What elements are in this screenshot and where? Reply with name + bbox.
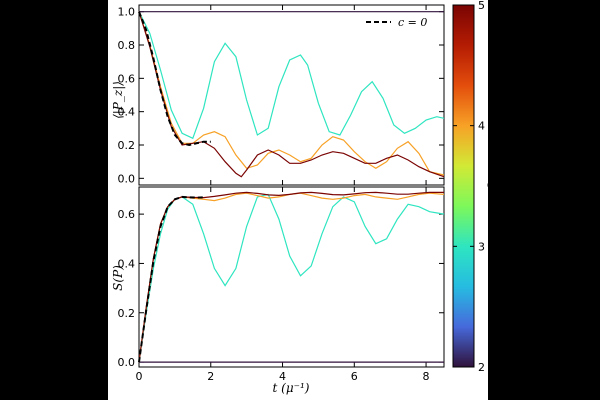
top-panel: 0.0 0.2 0.4 0.6 0.8 1.0 ⟨|P_z|⟩ c = 0	[111, 4, 445, 186]
bottom-series-c0-dashed	[138, 195, 204, 363]
colorbar-tick-label: 2	[478, 361, 485, 374]
x-axis-label: t (μ⁻¹)	[273, 381, 310, 395]
colorbar-ticks: 2 3 4 5	[453, 0, 485, 374]
bottom-y-tick-label: 0.2	[118, 307, 136, 320]
top-y-axis-label: ⟨|P_z|⟩	[111, 81, 125, 119]
x-tick-label: 0	[136, 370, 143, 383]
top-y-tick-label: 0.6	[118, 72, 136, 85]
bottom-y-tick-label: 0.6	[118, 208, 136, 221]
top-y-tick-label: 0.2	[118, 139, 136, 152]
colorbar-label: −log₁₀ c	[487, 162, 501, 211]
colorbar-tick-label: 3	[478, 240, 485, 253]
colorbar-gradient	[452, 4, 475, 368]
x-tick-label: 2	[207, 370, 214, 383]
top-series-logc-3	[138, 11, 445, 140]
colorbar-tick-label: 5	[478, 0, 485, 12]
legend-label-c0: c = 0	[398, 16, 427, 29]
x-tick-label: 8	[423, 370, 430, 383]
bottom-ticks: 0.0 0.2 0.4 0.6 0 2 4 6 8	[118, 187, 444, 383]
legend: c = 0	[366, 16, 427, 29]
top-series-logc-5	[138, 11, 445, 178]
bottom-plot-frame	[138, 186, 445, 368]
top-y-tick-label: 0.4	[118, 106, 136, 119]
x-tick-label: 4	[279, 370, 286, 383]
bottom-series-lines	[138, 191, 445, 363]
top-y-tick-label: 0.8	[118, 39, 136, 52]
top-y-tick-label: 0.0	[118, 172, 136, 185]
colorbar: 2 3 4 5 −log₁₀ c	[452, 0, 501, 374]
top-plot-frame	[138, 4, 445, 186]
top-y-tick-label: 1.0	[118, 6, 136, 19]
bottom-panel: 0.0 0.2 0.4 0.6 0 2 4 6 8 S(P) t (μ⁻¹)	[111, 186, 445, 395]
bottom-y-tick-label: 0.0	[118, 356, 136, 369]
top-series-c0-dashed	[138, 11, 211, 147]
x-tick-label: 6	[351, 370, 358, 383]
bottom-y-axis-label: S(P)	[111, 265, 125, 291]
top-series-lines	[138, 11, 445, 178]
bottom-y-tick-label: 0.4	[118, 257, 136, 270]
colorbar-tick-label: 4	[478, 120, 485, 133]
